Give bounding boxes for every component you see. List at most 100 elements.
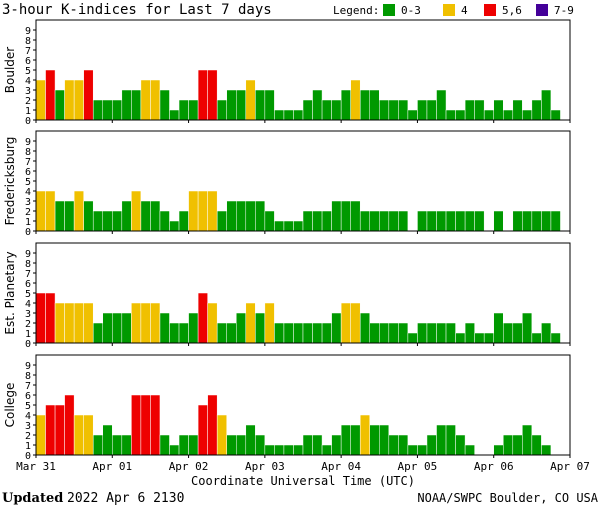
bar (188, 312, 199, 344)
bar (283, 109, 294, 121)
bar (455, 332, 466, 344)
bar (54, 404, 65, 456)
y-tick-label: 8 (25, 36, 31, 47)
bar (73, 414, 84, 456)
x-tick-label: Apr 06 (474, 460, 514, 473)
bar (92, 99, 104, 121)
bar (207, 394, 218, 456)
bar (531, 99, 542, 121)
bar (169, 444, 180, 456)
bar (379, 210, 390, 232)
bar (531, 332, 542, 344)
bar (121, 89, 132, 121)
bar (236, 89, 247, 121)
bar (455, 434, 466, 456)
bar (493, 99, 504, 121)
bar (178, 210, 189, 232)
bar (321, 322, 332, 344)
bar (121, 434, 132, 456)
bar (131, 89, 142, 121)
y-tick-label: 7 (25, 269, 31, 280)
x-tick-label: Apr 05 (398, 460, 438, 473)
y-tick-label: 9 (25, 137, 31, 148)
bar (150, 79, 161, 121)
x-tick-label: Mar 31 (16, 460, 56, 473)
bar (436, 89, 447, 121)
bar (340, 424, 351, 456)
bar (264, 444, 275, 456)
y-tick-label: 1 (25, 329, 31, 340)
y-tick-label: 4 (25, 187, 31, 198)
bar (541, 444, 552, 456)
bar (64, 394, 75, 456)
bar (436, 210, 447, 232)
bar (207, 69, 218, 121)
bar (550, 210, 561, 232)
bar (455, 210, 466, 232)
bar (83, 414, 94, 456)
bar (131, 302, 142, 344)
bar (340, 302, 351, 344)
bar (407, 109, 418, 121)
y-tick-label: 1 (25, 217, 31, 228)
bar (293, 220, 304, 232)
bar (73, 302, 84, 344)
bar (312, 210, 323, 232)
bar (83, 69, 94, 121)
bar (541, 322, 552, 344)
y-tick-label: 3 (25, 197, 31, 208)
bar (216, 322, 227, 344)
bar (436, 424, 447, 456)
bar (197, 292, 208, 344)
bar (531, 434, 542, 456)
bar (522, 312, 533, 344)
bar (112, 210, 123, 232)
bar (503, 322, 514, 344)
bar (522, 210, 533, 232)
y-tick-label: 4 (25, 299, 31, 310)
bar (140, 200, 151, 232)
bar (331, 200, 342, 232)
bar (64, 200, 75, 232)
bar (359, 312, 371, 344)
bar (302, 210, 313, 232)
bar (197, 404, 208, 456)
bar (426, 210, 437, 232)
y-tick-label: 1 (25, 441, 31, 452)
bar (302, 434, 313, 456)
y-tick-label: 5 (25, 401, 31, 412)
bar (178, 434, 189, 456)
bar (464, 99, 475, 121)
bar (274, 322, 285, 344)
bar (388, 434, 399, 456)
bar (445, 210, 456, 232)
y-tick-label: 1 (25, 106, 31, 117)
bar (550, 109, 561, 121)
bar (255, 200, 266, 232)
bar (541, 210, 552, 232)
bar (512, 434, 523, 456)
bar (102, 312, 113, 344)
bar (169, 220, 180, 232)
bar (474, 99, 485, 121)
bar (388, 322, 399, 344)
y-tick-label: 0 (25, 451, 31, 462)
bar (159, 210, 170, 232)
y-tick-label: 3 (25, 86, 31, 97)
bar (64, 79, 75, 121)
bar (35, 414, 46, 456)
bar (350, 424, 361, 456)
bar (331, 99, 342, 121)
bar (283, 444, 294, 456)
bar (483, 109, 494, 121)
bar (522, 424, 533, 456)
bar (112, 312, 123, 344)
bar (245, 200, 256, 232)
bar (417, 444, 428, 456)
bar (197, 69, 208, 121)
bar (398, 434, 409, 456)
bar (45, 292, 56, 344)
bar (64, 302, 75, 344)
y-tick-label: 5 (25, 177, 31, 188)
bar (417, 322, 428, 344)
